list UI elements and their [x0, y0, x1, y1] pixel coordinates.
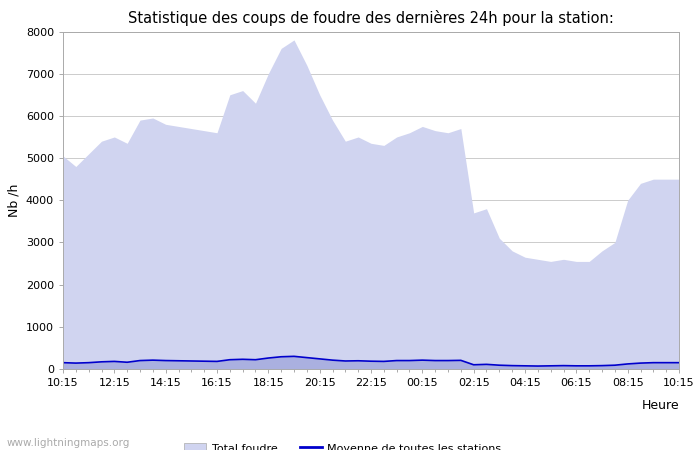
Text: Heure: Heure — [641, 400, 679, 412]
Text: www.lightningmaps.org: www.lightningmaps.org — [7, 438, 130, 448]
Y-axis label: Nb /h: Nb /h — [7, 184, 20, 217]
Title: Statistique des coups de foudre des dernières 24h pour la station:: Statistique des coups de foudre des dern… — [128, 10, 614, 26]
